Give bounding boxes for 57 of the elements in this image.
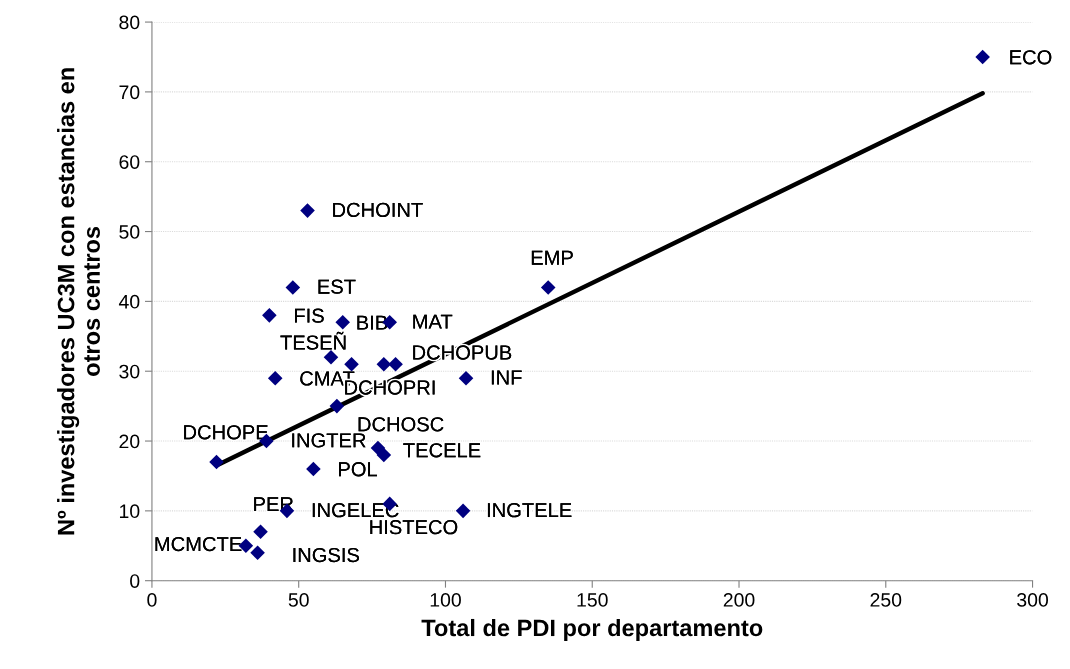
annotation: DCHOINT	[333, 202, 423, 218]
point	[285, 280, 301, 295]
x-tick-label: 300	[1017, 593, 1049, 607]
x-tick-label: 150	[577, 593, 608, 607]
annotation: MCMCTE	[155, 536, 242, 552]
point	[300, 203, 315, 218]
annotation: INGSIS	[293, 547, 359, 563]
x-tick-label: 0	[147, 593, 157, 607]
point	[455, 503, 471, 519]
x-tick-label: 200	[723, 593, 755, 607]
annotation: EST	[318, 279, 356, 294]
y-axis-title: Nº investigadores UC3M con estancias en otros centros	[57, 68, 100, 535]
y-tick-label: 70	[119, 85, 140, 100]
point	[344, 356, 359, 372]
annotation: HISTECO	[370, 520, 458, 535]
x-tick-label: 50	[288, 593, 309, 607]
annotation: TECELE	[403, 443, 481, 458]
annotation: EMP	[531, 250, 573, 265]
y-tick-label: 0	[130, 574, 140, 588]
x-tick-label: 100	[430, 593, 461, 607]
y-tick-label: 60	[119, 155, 140, 169]
point	[267, 370, 283, 386]
annotation: INGTELE	[487, 503, 572, 518]
y-tick-label: 10	[119, 504, 140, 519]
y-tick-label: 20	[119, 434, 140, 449]
point	[540, 280, 556, 295]
point	[376, 447, 392, 463]
annotation: POL	[339, 462, 378, 477]
y-tick-label: 40	[118, 294, 140, 309]
point	[335, 315, 351, 330]
annotation: INGELEC	[312, 503, 399, 518]
y-tick-label: 80	[119, 15, 140, 30]
annotation: FIS	[295, 308, 324, 323]
point	[458, 370, 474, 386]
point	[376, 356, 392, 372]
point	[262, 308, 277, 323]
point	[329, 398, 345, 414]
point	[209, 454, 224, 470]
point	[250, 545, 265, 561]
annotation: INF	[491, 370, 522, 385]
point	[306, 461, 321, 477]
point	[370, 440, 386, 456]
point	[975, 49, 990, 65]
x-axis-title: Total de PDI por departamento	[421, 618, 763, 641]
annotation: ECO	[1010, 50, 1052, 65]
annotation: TESEÑ	[280, 331, 346, 350]
annotation: MAT	[413, 314, 453, 329]
annotation: DCHOPE	[184, 425, 268, 440]
annotation: DCHOSC	[358, 417, 444, 432]
annotation: INGTER	[292, 433, 366, 448]
y-tick-label: 30	[119, 364, 140, 379]
x-tick-label: 250	[870, 593, 902, 607]
y-tick-label: 50	[119, 225, 140, 239]
annotation: BIB	[357, 315, 388, 330]
point	[253, 524, 268, 540]
point	[323, 349, 339, 365]
point	[388, 356, 403, 372]
